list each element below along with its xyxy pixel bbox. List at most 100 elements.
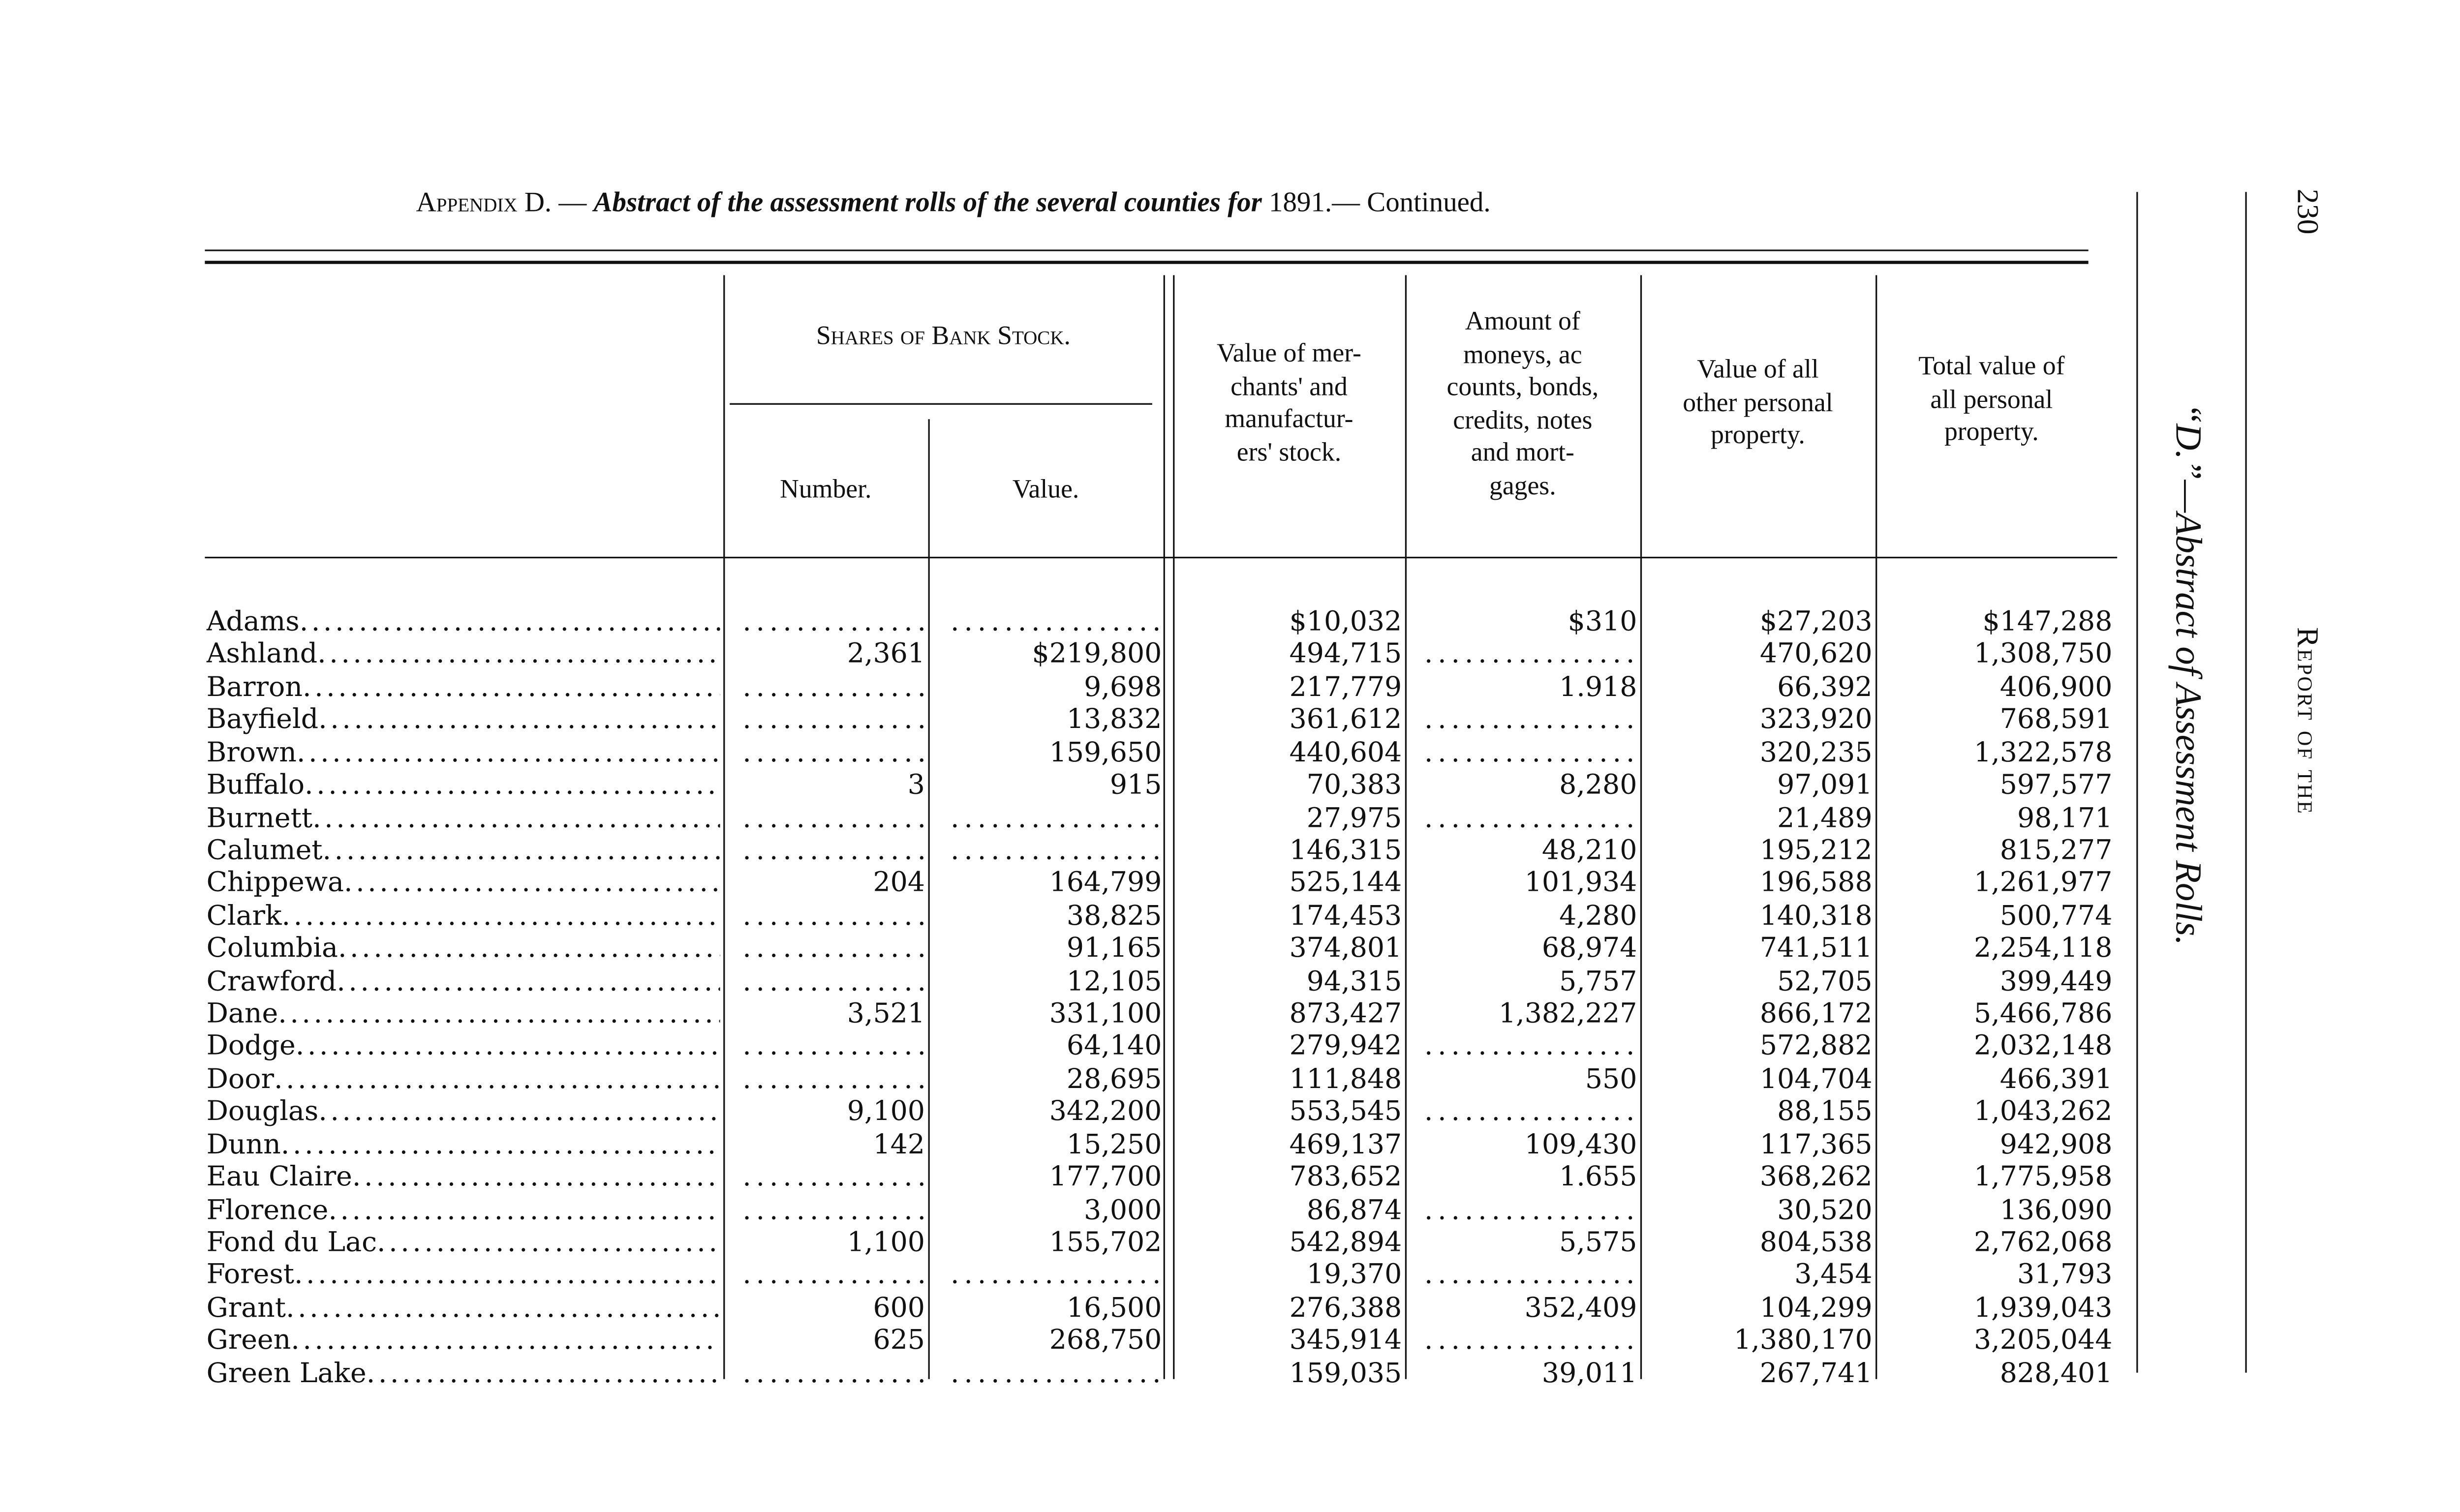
county-cell: Dunn — [207, 1129, 720, 1161]
number-empty-cell — [727, 1162, 925, 1194]
other-cell: 195,212 — [1759, 835, 1873, 867]
county-name: Green — [206, 1325, 291, 1357]
table-row: Clark 38,825 174,453 4,280 140,318 500,774 — [0, 900, 2460, 933]
value-cell: 9,698 — [1084, 671, 1162, 704]
section-title: “D.”—Abstract of Assessment Rolls. — [2168, 403, 2209, 945]
merchants-cell: 276,388 — [1289, 1292, 1402, 1325]
total-cell: 5,466,786 — [1973, 998, 2113, 1030]
dot-leader — [296, 1031, 720, 1063]
number-empty-cell — [727, 835, 925, 868]
dot-leader — [344, 868, 720, 900]
county-cell: Dodge — [207, 1031, 720, 1063]
county-name: Fond du Lac — [206, 1227, 377, 1259]
other-cell: 323,920 — [1759, 704, 1873, 737]
header-total: Total value of all personal property. — [1918, 350, 2065, 447]
total-cell: 31,793 — [2017, 1260, 2113, 1292]
table-row: Green 625 268,750 345,914 1,380,170 3,205,044 — [0, 1325, 2460, 1358]
county-cell: Barron — [207, 672, 720, 704]
total-cell: 1,261,977 — [1973, 868, 2113, 900]
county-cell: Burnett — [207, 802, 720, 835]
table-row: Dane 3,521 331,100 873,427 1,382,227 866,172 5… — [0, 998, 2460, 1031]
number-empty-cell — [727, 1358, 925, 1390]
value-cell: $219,800 — [1032, 639, 1162, 671]
county-name: Forest — [206, 1260, 294, 1292]
other-cell: 104,299 — [1759, 1292, 1873, 1325]
moneys-cell: 1,382,227 — [1498, 998, 1637, 1030]
other-cell: 804,538 — [1759, 1227, 1873, 1259]
value-empty-cell — [935, 1260, 1162, 1292]
merchants-cell: 553,545 — [1289, 1096, 1402, 1129]
dot-leader — [318, 704, 720, 737]
county-cell: Grant — [207, 1292, 720, 1325]
number-empty-cell — [727, 704, 925, 737]
other-cell: 866,172 — [1759, 998, 1873, 1030]
other-cell: 104,704 — [1759, 1063, 1873, 1096]
table-row: Door 28,695 111,848 550 104,704 466,391 — [0, 1064, 2460, 1096]
table-row: Buffalo 3 915 70,383 8,280 97,091 597,577 — [0, 770, 2460, 802]
merchants-cell: 345,914 — [1289, 1325, 1402, 1357]
other-cell: 30,520 — [1777, 1194, 1873, 1227]
running-head: Report of the — [2290, 627, 2324, 816]
county-name: Dane — [206, 998, 278, 1030]
moneys-empty-cell — [1408, 1096, 1637, 1129]
table-row: Florence 3,000 86,874 30,520 136,090 — [0, 1194, 2460, 1227]
table-row: Calumet 146,315 48,210 195,212 815,277 — [0, 835, 2460, 868]
top-rule-double — [205, 261, 2089, 264]
merchants-cell: $10,032 — [1289, 606, 1402, 638]
number-cell: 9,100 — [847, 1096, 925, 1129]
other-cell: 1,380,170 — [1734, 1325, 1873, 1357]
moneys-empty-cell — [1408, 1031, 1637, 1063]
county-name: Bayfield — [206, 704, 319, 737]
other-cell: 97,091 — [1777, 769, 1873, 802]
value-cell: 331,100 — [1049, 998, 1162, 1030]
total-cell: 2,762,068 — [1973, 1227, 2113, 1259]
number-cell: 2,361 — [847, 639, 925, 671]
number-empty-cell — [727, 737, 925, 769]
dot-leader — [338, 933, 720, 966]
value-cell: 177,700 — [1049, 1161, 1162, 1194]
dot-leader — [312, 802, 720, 835]
number-cell: 600 — [873, 1292, 925, 1325]
county-cell: Green Lake — [207, 1358, 720, 1390]
county-cell: Fond du Lac — [207, 1227, 720, 1260]
moneys-empty-cell — [1408, 639, 1637, 671]
dot-leader — [337, 966, 720, 998]
table-row: Grant 600 16,500 276,388 352,409 104,299 1,939… — [0, 1292, 2460, 1325]
title-italic: Abstract of the assessment rolls of the … — [593, 185, 1262, 218]
header-moneys: Amount of moneys, ac counts, bonds, cred… — [1446, 305, 1599, 500]
county-name: Dodge — [206, 1031, 296, 1063]
merchants-cell: 94,315 — [1306, 966, 1402, 998]
county-name: Florence — [206, 1194, 329, 1227]
other-cell: 140,318 — [1759, 900, 1873, 933]
county-cell: Crawford — [207, 966, 720, 998]
county-name: Burnett — [206, 802, 313, 835]
county-name: Eau Claire — [206, 1161, 352, 1194]
other-cell: 572,882 — [1759, 1031, 1873, 1063]
other-cell: 196,588 — [1759, 868, 1873, 900]
other-cell: 88,155 — [1777, 1096, 1873, 1129]
moneys-cell: 550 — [1585, 1063, 1637, 1096]
value-empty-cell — [935, 835, 1162, 868]
county-name: Green Lake — [206, 1358, 367, 1390]
total-cell: 406,900 — [1999, 671, 2113, 704]
value-cell: 91,165 — [1066, 933, 1162, 965]
header-value: Value. — [1012, 473, 1079, 504]
column-rule — [1405, 275, 1408, 1379]
dot-leader — [286, 1292, 720, 1325]
number-cell: 3,521 — [847, 998, 925, 1030]
value-empty-cell — [935, 606, 1162, 639]
number-empty-cell — [727, 900, 925, 933]
number-empty-cell — [727, 966, 925, 998]
moneys-empty-cell — [1408, 737, 1637, 769]
merchants-cell: 174,453 — [1289, 900, 1402, 933]
county-name: Douglas — [206, 1096, 319, 1129]
merchants-cell: 361,612 — [1289, 704, 1402, 737]
value-cell: 159,650 — [1049, 737, 1162, 769]
merchants-cell: 873,427 — [1289, 998, 1402, 1030]
total-cell: 1,775,958 — [1973, 1161, 2113, 1194]
total-cell: 1,043,262 — [1973, 1096, 2113, 1129]
value-cell: 915 — [1109, 769, 1162, 802]
moneys-cell: 101,934 — [1524, 868, 1637, 900]
column-rule — [723, 275, 726, 1379]
